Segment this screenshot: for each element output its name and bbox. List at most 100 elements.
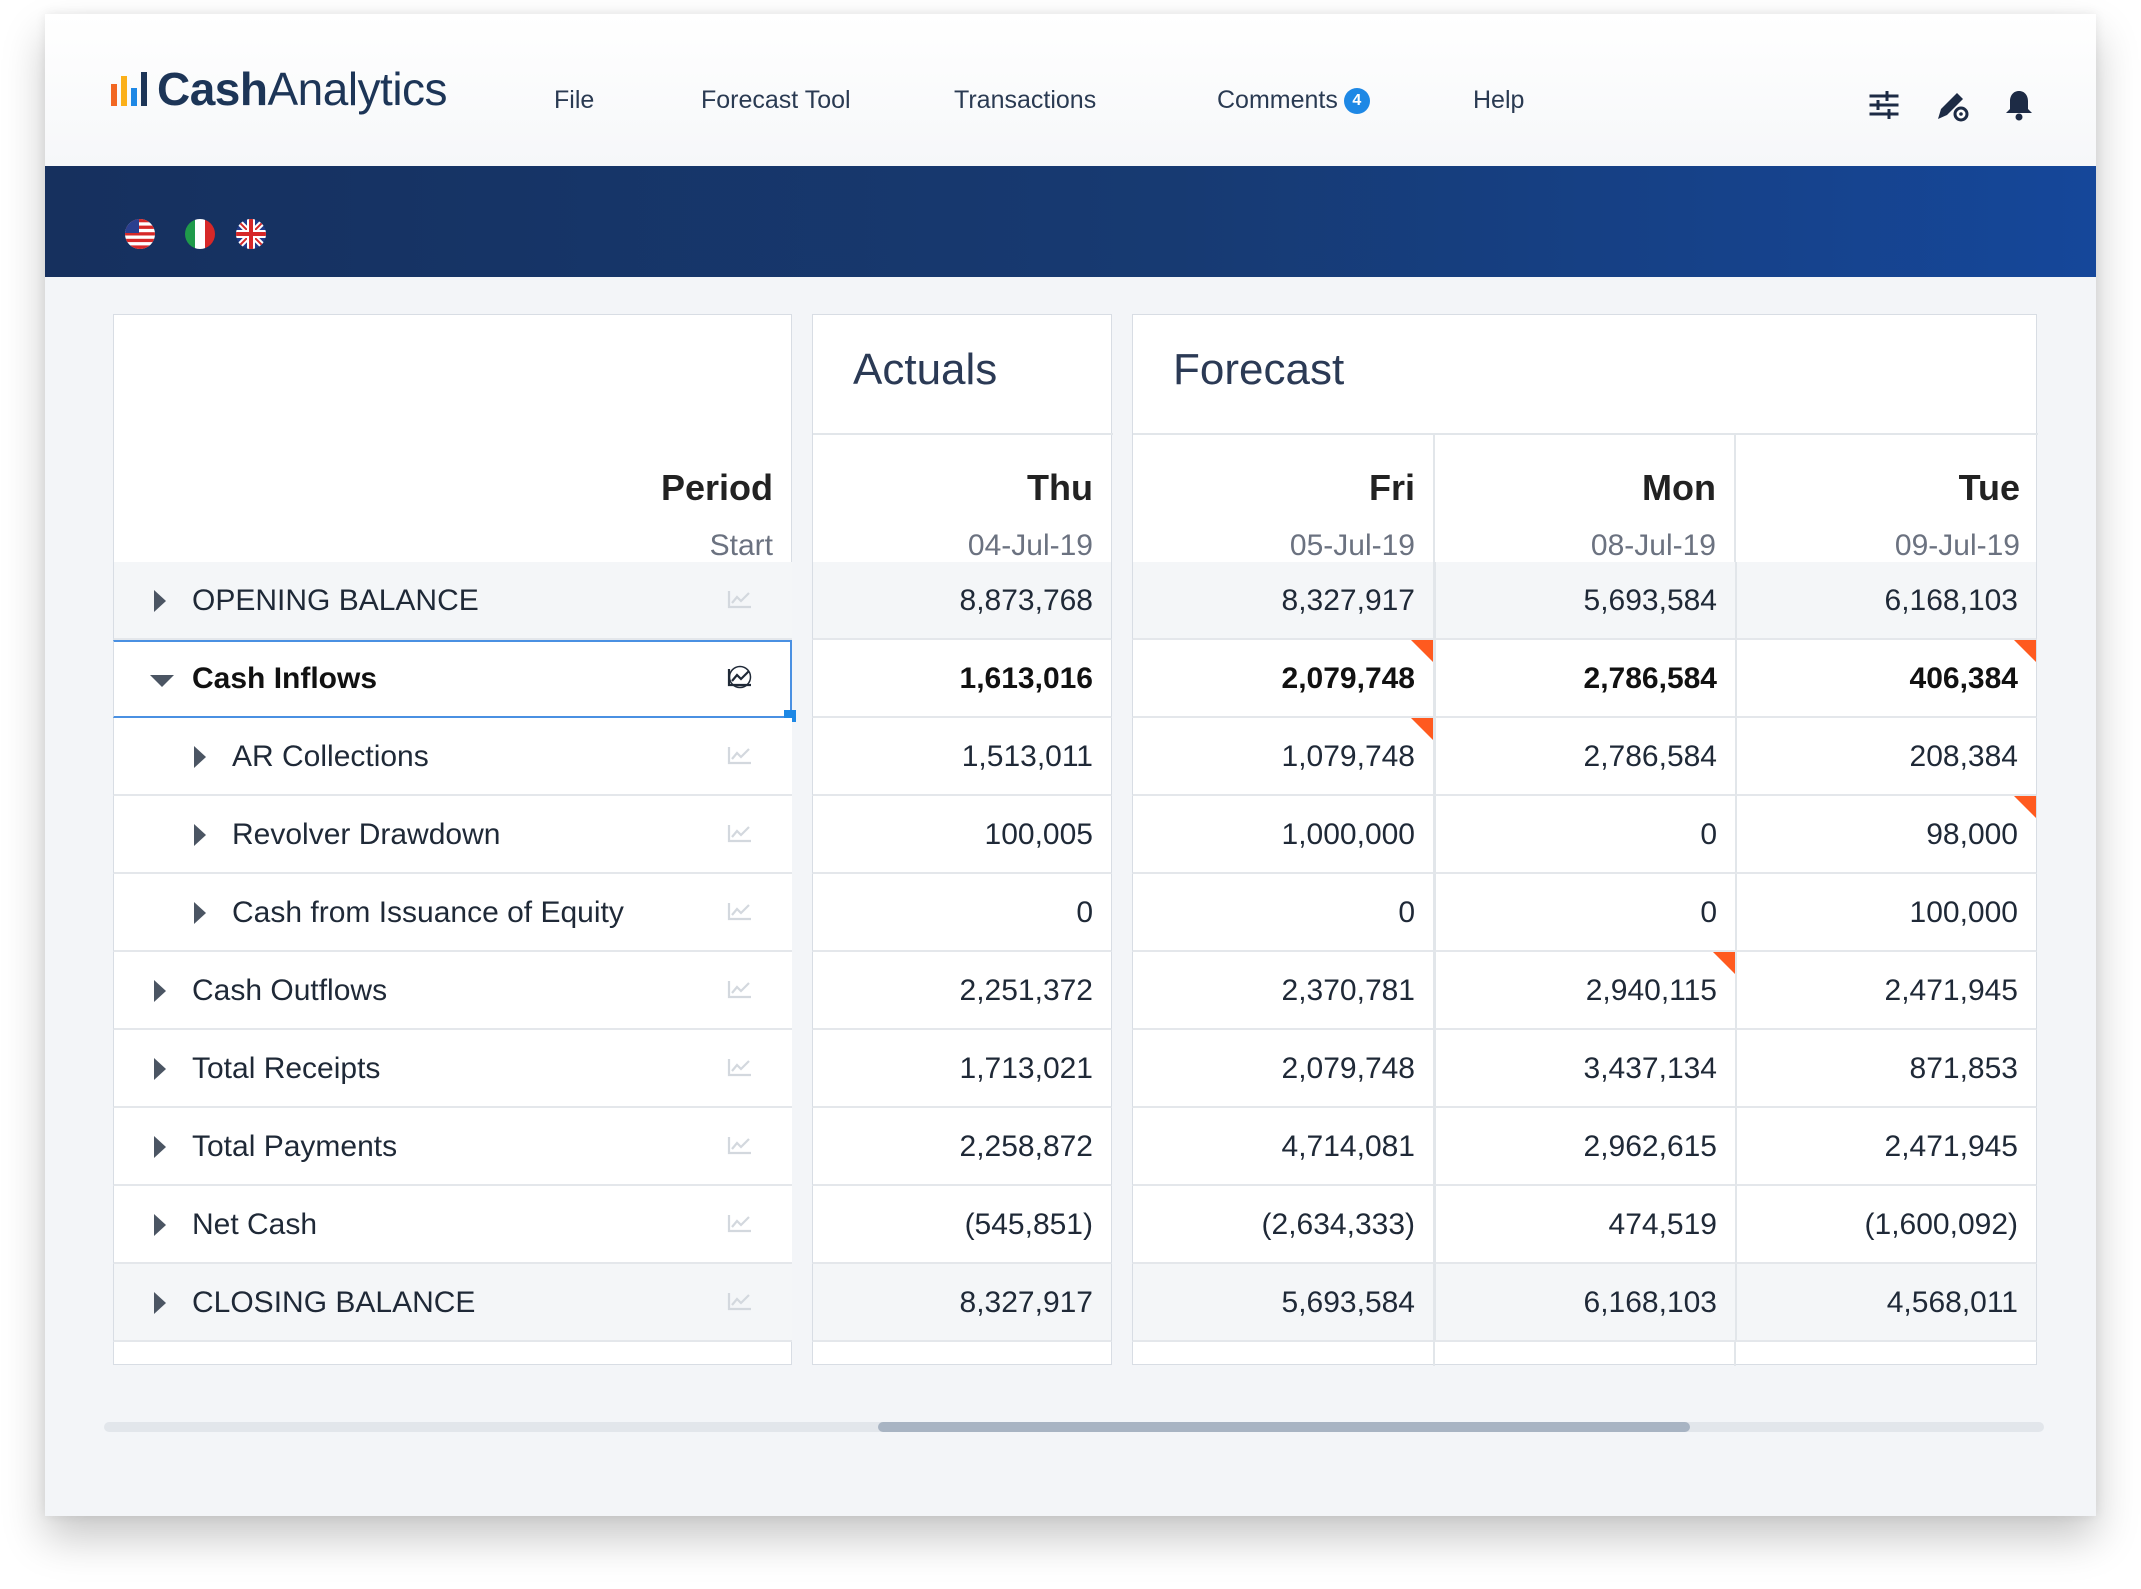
table-cell[interactable]: 8,873,768 — [812, 562, 1112, 640]
cell-value: 1,079,748 — [1281, 740, 1415, 773]
table-cell[interactable]: 406,384 — [1735, 640, 2037, 718]
trend-chart-icon[interactable] — [726, 900, 754, 922]
table-cell[interactable]: (545,851) — [812, 1186, 1112, 1264]
table-cell[interactable]: 2,786,584 — [1434, 640, 1735, 718]
table-cell[interactable]: 100,000 — [1735, 874, 2037, 952]
table-cell[interactable]: 3,437,134 — [1434, 1030, 1735, 1108]
table-cell[interactable]: 2,258,872 — [812, 1108, 1112, 1186]
table-cell[interactable]: 1,613,016 — [812, 640, 1112, 718]
table-cell[interactable]: 1,713,021 — [812, 1030, 1112, 1108]
table-cell[interactable]: 2,786,584 — [1434, 718, 1735, 796]
table-cell[interactable]: (1,600,092) — [1735, 1186, 2037, 1264]
table-row[interactable]: CLOSING BALANCE — [113, 1264, 792, 1342]
horizontal-scrollbar[interactable] — [104, 1422, 2044, 1432]
nav-comments[interactable]: Comments 4 — [1217, 86, 1370, 115]
table-cell[interactable]: 474,519 — [1434, 1186, 1735, 1264]
table-row[interactable]: Cash Outflows — [113, 952, 792, 1030]
table-row[interactable]: Total Payments — [113, 1108, 792, 1186]
trend-chart-icon[interactable] — [726, 1056, 754, 1078]
table-cell[interactable]: 1,079,748 — [1132, 718, 1433, 796]
table-cell[interactable]: 2,940,115 — [1434, 952, 1735, 1030]
trend-chart-icon[interactable] — [726, 744, 754, 766]
comment-marker-icon[interactable] — [2014, 640, 2036, 662]
table-cell[interactable]: 2,079,748 — [1132, 640, 1433, 718]
table-cell[interactable]: 2,962,615 — [1434, 1108, 1735, 1186]
trend-chart-icon[interactable] — [726, 588, 754, 610]
comment-marker-icon[interactable] — [1713, 952, 1735, 974]
table-cell[interactable]: 208,384 — [1735, 718, 2037, 796]
logo-text-light: Analytics — [267, 63, 448, 115]
uk-flag-icon[interactable] — [236, 219, 266, 249]
nav-transactions[interactable]: Transactions — [954, 86, 1097, 114]
table-cell[interactable]: 0 — [1132, 874, 1433, 952]
trend-chart-icon[interactable] — [726, 822, 754, 844]
nav-file[interactable]: File — [554, 86, 595, 114]
table-row[interactable]: Cash from Issuance of Equity — [113, 874, 792, 952]
caret-right-icon[interactable] — [154, 1214, 166, 1236]
table-cell[interactable]: 4,714,081 — [1132, 1108, 1433, 1186]
table-row[interactable]: Cash Inflows — [113, 640, 796, 722]
comment-marker-icon[interactable] — [1411, 718, 1433, 740]
comment-marker-icon[interactable] — [2014, 796, 2036, 818]
table-row[interactable]: Net Cash — [113, 1186, 792, 1264]
table-cell[interactable]: 5,693,584 — [1132, 1264, 1433, 1342]
cell-value: 1,513,011 — [961, 740, 1093, 773]
cell-value: 3,437,134 — [1583, 1052, 1717, 1085]
row-label: Cash from Issuance of Equity — [232, 896, 624, 929]
caret-right-icon[interactable] — [154, 1058, 166, 1080]
pen-settings-icon[interactable] — [1935, 88, 1969, 122]
cashanalytics-logo[interactable]: CashAnalytics — [111, 63, 448, 115]
table-row[interactable]: Total Receipts — [113, 1030, 792, 1108]
table-cell[interactable]: 1,513,011 — [812, 718, 1112, 796]
table-cell[interactable]: 8,327,917 — [1132, 562, 1433, 640]
table-cell[interactable]: 0 — [812, 874, 1112, 952]
table-cell[interactable]: 100,005 — [812, 796, 1112, 874]
caret-right-icon[interactable] — [194, 746, 206, 768]
table-row[interactable]: AR Collections — [113, 718, 792, 796]
table-cell[interactable]: 2,370,781 — [1132, 952, 1433, 1030]
table-cell[interactable]: 8,327,917 — [812, 1264, 1112, 1342]
cell-value: 2,079,748 — [1281, 1052, 1415, 1085]
scrollbar-thumb[interactable] — [878, 1422, 1690, 1432]
table-cell[interactable]: 2,079,748 — [1132, 1030, 1433, 1108]
table-cell[interactable]: 1,000,000 — [1132, 796, 1433, 874]
table-cell[interactable]: 6,168,103 — [1735, 562, 2037, 640]
cell-value: 5,693,584 — [1583, 584, 1717, 617]
caret-right-icon[interactable] — [154, 590, 166, 612]
column-day: Fri — [1368, 467, 1415, 508]
trend-chart-icon[interactable] — [726, 978, 754, 1000]
caret-right-icon[interactable] — [154, 980, 166, 1002]
table-row[interactable]: Revolver Drawdown — [113, 796, 792, 874]
table-cell[interactable]: 2,251,372 — [812, 952, 1112, 1030]
table-cell[interactable]: 0 — [1434, 874, 1735, 952]
nav-help[interactable]: Help — [1473, 86, 1525, 114]
trend-chart-icon[interactable] — [726, 1134, 754, 1156]
trend-chart-icon[interactable] — [726, 1212, 754, 1234]
caret-right-icon[interactable] — [194, 902, 206, 924]
trend-chart-icon[interactable] — [726, 1290, 754, 1312]
caret-right-icon[interactable] — [154, 1292, 166, 1314]
sliders-icon[interactable] — [1867, 88, 1901, 122]
table-cell[interactable]: 871,853 — [1735, 1030, 2037, 1108]
us-flag-icon[interactable] — [125, 219, 155, 249]
column-date: 04-Jul-19 — [967, 529, 1093, 562]
nav-forecast-tool[interactable]: Forecast Tool — [701, 86, 851, 114]
table-cell[interactable]: 4,568,011 — [1735, 1264, 2037, 1342]
column-header-fri: Fri 05-Jul-19 — [1133, 467, 1415, 563]
table-cell[interactable]: 0 — [1434, 796, 1735, 874]
table-cell[interactable]: 6,168,103 — [1434, 1264, 1735, 1342]
table-cell[interactable]: 2,471,945 — [1735, 952, 2037, 1030]
table-cell[interactable]: (2,634,333) — [1132, 1186, 1433, 1264]
cell-value: 2,258,872 — [959, 1130, 1093, 1163]
table-row[interactable]: OPENING BALANCE — [113, 562, 792, 640]
comment-marker-icon[interactable] — [1411, 640, 1433, 662]
table-cell[interactable]: 5,693,584 — [1434, 562, 1735, 640]
bell-icon[interactable] — [2002, 88, 2036, 122]
caret-right-icon[interactable] — [154, 1136, 166, 1158]
italy-flag-icon[interactable] — [185, 219, 215, 249]
trend-chart-icon[interactable] — [722, 660, 758, 694]
table-cell[interactable]: 2,471,945 — [1735, 1108, 2037, 1186]
table-cell[interactable]: 98,000 — [1735, 796, 2037, 874]
caret-down-icon[interactable] — [150, 675, 174, 687]
caret-right-icon[interactable] — [194, 824, 206, 846]
